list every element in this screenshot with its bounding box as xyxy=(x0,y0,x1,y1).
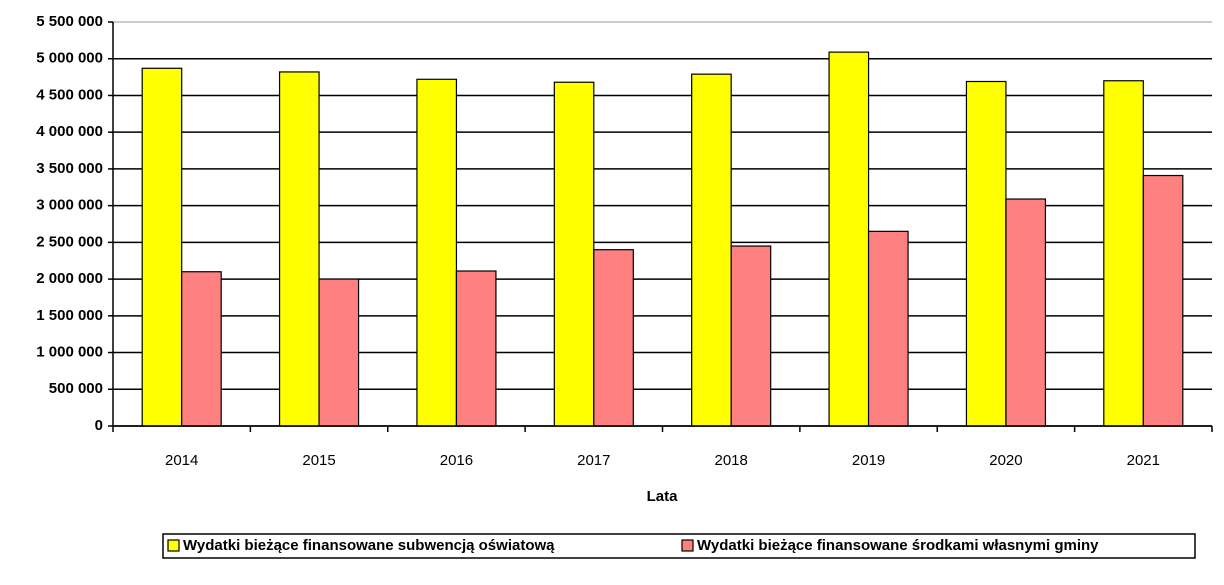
x-tick-label: 2015 xyxy=(302,452,335,469)
bar xyxy=(141,67,183,427)
bar xyxy=(828,51,870,427)
y-tick-label: 5 000 000 xyxy=(36,50,103,67)
legend-swatch xyxy=(681,539,694,552)
legend-swatch xyxy=(167,539,180,552)
bar xyxy=(691,73,732,427)
legend-box xyxy=(162,533,1196,559)
y-tick-label: 2 000 000 xyxy=(36,270,103,287)
bar xyxy=(1103,80,1144,427)
x-axis-label: Lata xyxy=(647,488,679,505)
bar xyxy=(553,81,595,427)
bar xyxy=(730,245,772,427)
y-tick-label: 3 500 000 xyxy=(36,160,103,177)
y-tick-label: 5 500 000 xyxy=(36,13,103,30)
bar xyxy=(278,71,320,427)
y-tick-label: 0 xyxy=(95,417,103,434)
y-tick-label: 2 500 000 xyxy=(36,233,103,250)
y-tick-label: 500 000 xyxy=(49,380,103,397)
bar xyxy=(318,278,360,427)
legend-label: Wydatki bieżące finansowane środkami wła… xyxy=(697,537,1099,554)
x-tick-label: 2020 xyxy=(989,452,1022,469)
bar xyxy=(181,271,222,427)
y-tick-label: 4 000 000 xyxy=(36,123,103,140)
y-tick-label: 1 500 000 xyxy=(36,307,103,324)
legend-label: Wydatki bieżące finansowane subwencją oś… xyxy=(183,537,555,554)
x-tick-label: 2017 xyxy=(577,452,610,469)
x-tick-label: 2019 xyxy=(852,452,885,469)
bar xyxy=(416,78,458,427)
bar xyxy=(593,249,634,427)
bar xyxy=(1005,198,1047,427)
x-tick-label: 2021 xyxy=(1127,452,1160,469)
x-tick-label: 2014 xyxy=(165,452,198,469)
y-tick-label: 1 000 000 xyxy=(36,344,103,361)
bar xyxy=(455,270,497,427)
bar xyxy=(867,230,909,427)
x-tick-label: 2016 xyxy=(440,452,473,469)
bar xyxy=(965,80,1007,427)
x-tick-label: 2018 xyxy=(715,452,748,469)
bar xyxy=(1142,174,1184,427)
y-tick-label: 3 000 000 xyxy=(36,197,103,214)
y-tick-label: 4 500 000 xyxy=(36,86,103,103)
